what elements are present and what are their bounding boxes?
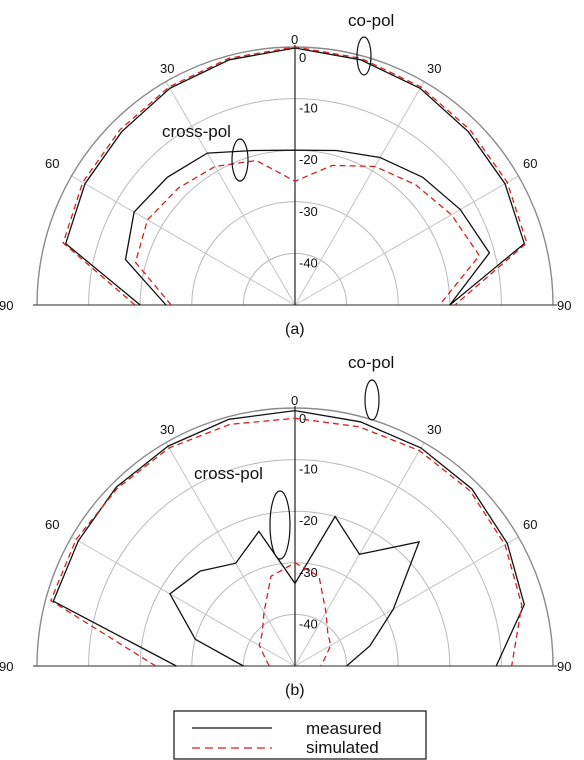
legend-label-simulated: simulated <box>306 738 379 757</box>
legend: measured simulated <box>173 710 427 760</box>
angle-label: 30 <box>160 61 174 76</box>
cross-pol-simulated-curve <box>258 562 332 667</box>
polar-chart-a: 0 -10 -20 -30 -40 0 90 60 30 30 60 90 co-pol cross-… <box>0 11 571 338</box>
angle-label: 30 <box>427 61 441 76</box>
r-tick-label: -20 <box>299 513 318 528</box>
r-tick-label: -40 <box>299 255 318 270</box>
cross-pol-measured-curve <box>124 149 491 306</box>
angle-label: 90 <box>0 659 13 674</box>
cross-pol-annotation: cross-pol <box>162 122 231 141</box>
angle-label: 0 <box>291 393 298 408</box>
cross-pol-measured-curve <box>169 515 421 667</box>
grid-spoke <box>165 81 296 306</box>
r-tick-label: -20 <box>299 152 318 167</box>
grid-spoke <box>294 81 425 306</box>
angle-label: 60 <box>45 517 59 532</box>
caption-b: (b) <box>285 682 305 699</box>
angle-label: 30 <box>427 422 441 437</box>
r-tick-label: 0 <box>299 50 306 65</box>
annotation-ellipse <box>356 36 372 76</box>
r-tick-label: -30 <box>299 204 318 219</box>
co-pol-simulated-curve <box>62 46 528 306</box>
angle-label: 30 <box>160 422 174 437</box>
annotation-ellipse <box>231 138 249 182</box>
grid-spoke <box>294 536 519 667</box>
grid-spoke <box>71 536 296 667</box>
grid-layer: 0 -10 -20 -30 -40 0 90 60 30 30 60 90 <box>0 32 571 313</box>
legend-label-measured: measured <box>306 719 382 738</box>
grid-spoke <box>71 175 296 306</box>
co-pol-annotation: co-pol <box>348 353 394 372</box>
grid-spoke <box>165 442 296 667</box>
co-pol-annotation: co-pol <box>348 11 394 30</box>
legend-box <box>173 710 427 760</box>
cross-pol-annotation: cross-pol <box>194 464 263 483</box>
series-layer <box>49 409 525 667</box>
r-tick-label: 0 <box>299 411 306 426</box>
cross-pol-simulated-curve <box>134 159 481 306</box>
r-tick-label: -10 <box>299 101 318 116</box>
caption-a: (a) <box>285 321 305 338</box>
annotation-ellipse <box>269 490 291 560</box>
angle-label: 60 <box>523 517 537 532</box>
co-pol-measured-curve <box>52 409 525 667</box>
co-pol-measured-curve <box>64 47 526 306</box>
angle-label: 90 <box>557 659 571 674</box>
grid-spoke <box>294 175 519 306</box>
angle-label: 60 <box>45 156 59 171</box>
annotation-ellipse <box>364 379 380 421</box>
angle-label: 90 <box>0 298 13 313</box>
co-pol-simulated-curve <box>49 417 523 667</box>
angle-label: 90 <box>557 298 571 313</box>
r-tick-label: -10 <box>299 462 318 477</box>
r-tick-label: -40 <box>299 616 318 631</box>
angle-label: 60 <box>523 156 537 171</box>
angle-label: 0 <box>291 32 298 47</box>
series-layer <box>62 46 528 306</box>
